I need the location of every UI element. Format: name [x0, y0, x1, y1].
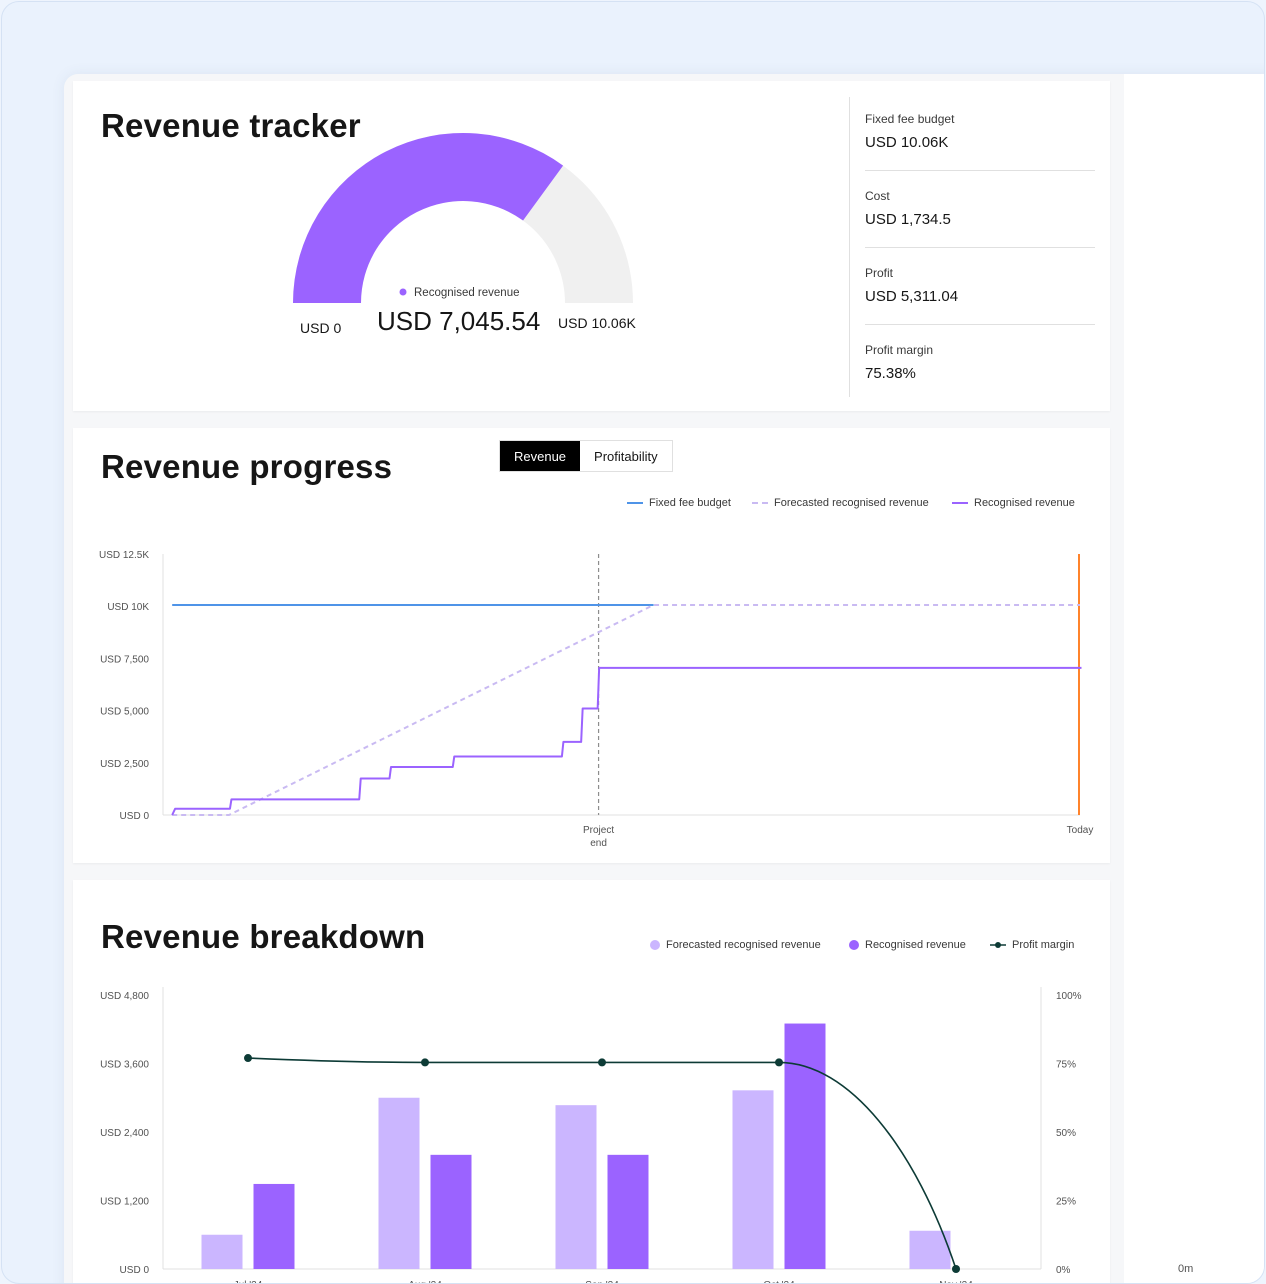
stats-divider [849, 97, 850, 397]
profit-margin-point [598, 1058, 606, 1067]
bar-recognised-revenue [253, 1183, 295, 1269]
y-tick-label: USD 5,000 [100, 707, 149, 718]
revenue-breakdown-title: Revenue breakdown [101, 918, 426, 955]
x-tick-label: Oct '24 [763, 1280, 795, 1284]
legend-swatch [849, 940, 859, 950]
x-tick-label: Jul '24 [234, 1280, 263, 1284]
y-tick-label: USD 2,500 [100, 759, 149, 770]
stat-separator [865, 170, 1095, 171]
revenue-breakdown-chart: USD 4,800 USD 3,600 USD 2,400 USD 1,200 USD … [100, 987, 1082, 1284]
bar-forecasted-revenue [201, 1234, 243, 1269]
bar-recognised-revenue [607, 1154, 649, 1269]
y-tick-label-right: 0% [1056, 1265, 1071, 1276]
today-label: Today [1067, 825, 1094, 836]
legend-label: Forecasted recognised revenue [774, 497, 929, 509]
tab-revenue[interactable]: Revenue [500, 441, 581, 471]
profit-margin-line [247, 1057, 957, 1270]
stat-value: USD 5,311.04 [865, 288, 959, 305]
legend-forecasted-revenue: Forecasted recognised revenue [650, 939, 821, 951]
bar-forecasted-revenue [555, 1105, 597, 1269]
legend-label: Forecasted recognised revenue [666, 939, 821, 951]
x-tick-label: Sep '24 [585, 1280, 619, 1284]
profit-margin-point [421, 1058, 429, 1067]
gauge-min-label: USD 0 [300, 320, 341, 336]
y-tick-label-left: USD 1,200 [100, 1197, 149, 1208]
legend-swatch [650, 940, 660, 950]
stat-value: USD 10.06K [865, 134, 949, 151]
stat-cost: Cost USD 1,734.5 [865, 189, 1095, 228]
x-tick-label: Aug '24 [408, 1280, 442, 1284]
legend-profit-margin: Profit margin [990, 939, 1074, 951]
gauge-legend-dot [399, 288, 407, 296]
y-tick-label-left: USD 3,600 [100, 1060, 149, 1071]
side-panel: 0m [1124, 74, 1264, 1283]
y-tick-label: USD 7,500 [100, 654, 149, 665]
y-tick-label-right: 100% [1056, 991, 1082, 1002]
stat-profit-margin: Profit margin 75.38% [865, 343, 1095, 382]
stat-label: Fixed fee budget [865, 112, 955, 126]
project-end-label: end [590, 838, 607, 849]
revenue-tracker-title: Revenue tracker [101, 107, 361, 144]
legend-swatch [627, 502, 643, 504]
legend-fixed-fee-budget: Fixed fee budget [627, 497, 731, 509]
revenue-gauge: Recognised revenue USD 0 USD 7,045.54 US… [293, 133, 636, 336]
bar-recognised-revenue [784, 1023, 826, 1269]
gauge-max-label: USD 10.06K [558, 315, 636, 331]
recognised-revenue-line [171, 666, 1082, 816]
x-tick-label: Nov '24 [939, 1280, 973, 1284]
y-tick-label-left: USD 4,800 [100, 991, 149, 1002]
y-tick-label: USD 12.5K [99, 550, 149, 561]
forecasted-revenue-line [172, 603, 1080, 816]
y-tick-label: USD 10K [107, 602, 149, 613]
chart-mode-toggle: Revenue Profitability [499, 440, 673, 472]
tab-profitability[interactable]: Profitability [580, 441, 672, 471]
legend-recognised-revenue: Recognised revenue [952, 497, 1075, 509]
bar-forecasted-revenue [378, 1097, 420, 1269]
revenue-breakdown-card: Revenue breakdown Forecasted recognised … [73, 880, 1110, 1284]
stat-label: Profit margin [865, 343, 934, 357]
profit-margin-point [952, 1265, 960, 1273]
stat-fixed-fee-budget: Fixed fee budget USD 10.06K [865, 112, 1095, 151]
bar-forecasted-revenue [732, 1090, 774, 1269]
bar-recognised-revenue [430, 1154, 472, 1269]
revenue-progress-chart: USD 12.5K USD 10K USD 7,500 USD 5,000 USD 2,… [99, 550, 1094, 849]
legend-label: Profit margin [1012, 939, 1075, 951]
legend-swatch [990, 942, 1006, 948]
stat-profit: Profit USD 5,311.04 [865, 266, 1095, 305]
profit-margin-point [244, 1054, 252, 1063]
stat-value: USD 1,734.5 [865, 211, 951, 228]
gauge-legend-label: Recognised revenue [414, 287, 520, 299]
y-tick-label: USD 0 [120, 811, 150, 822]
stat-separator [865, 324, 1095, 325]
legend-label: Fixed fee budget [649, 497, 731, 509]
side-panel-value: 0m [1178, 1263, 1194, 1275]
profit-margin-point [775, 1058, 783, 1067]
legend-recognised-revenue: Recognised revenue [849, 939, 966, 951]
y-tick-label-left: USD 0 [120, 1265, 150, 1276]
stat-value: 75.38% [865, 365, 916, 382]
stat-label: Cost [865, 189, 890, 203]
gauge-fill [293, 133, 564, 303]
y-tick-label-right: 50% [1056, 1128, 1076, 1139]
y-tick-label-right: 25% [1056, 1197, 1076, 1208]
project-end-label: Project [583, 825, 614, 836]
legend-label: Recognised revenue [865, 939, 966, 951]
revenue-progress-card: Revenue progress Revenue Profitability F… [73, 428, 1110, 863]
y-tick-label-right: 75% [1056, 1060, 1076, 1071]
stat-separator [865, 247, 1095, 248]
legend-swatch [952, 502, 968, 504]
legend-swatch [752, 502, 768, 504]
gauge-value: USD 7,045.54 [377, 306, 540, 336]
revenue-progress-title: Revenue progress [101, 448, 393, 485]
legend-label: Recognised revenue [974, 497, 1075, 509]
stat-label: Profit [865, 266, 894, 280]
revenue-tracker-card: Revenue tracker Recognised revenue USD 0… [73, 81, 1110, 411]
y-tick-label-left: USD 2,400 [100, 1128, 149, 1139]
legend-forecasted-revenue: Forecasted recognised revenue [752, 497, 929, 509]
